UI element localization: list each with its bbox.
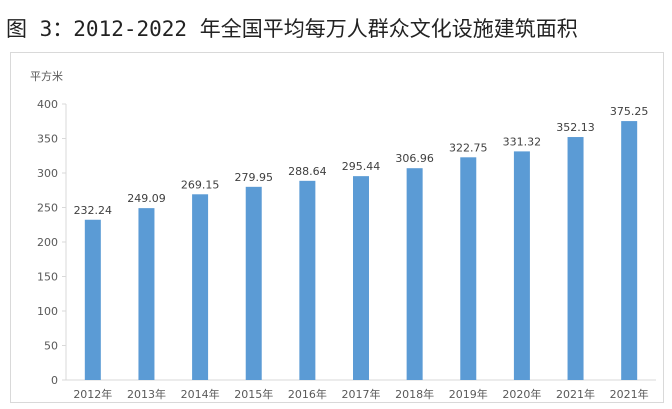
x-tick-label: 2012年 xyxy=(73,387,112,401)
data-label: 269.15 xyxy=(181,178,220,191)
x-tick-label: 2021年 xyxy=(610,387,649,401)
bar xyxy=(245,186,262,380)
bar xyxy=(353,176,369,380)
data-label: 295.44 xyxy=(342,160,381,173)
y-tick-label: 150 xyxy=(37,271,58,284)
x-tick-label: 2015年 xyxy=(234,387,273,401)
x-tick-label: 2017年 xyxy=(342,387,381,401)
y-tick-label: 200 xyxy=(37,236,58,249)
bar xyxy=(406,168,423,380)
y-tick-label: 400 xyxy=(37,98,58,111)
y-tick-label: 50 xyxy=(44,340,58,353)
y-tick-label: 0 xyxy=(51,374,58,387)
chart-title: 图 3：2012-2022 年全国平均每万人群众文化设施建筑面积 xyxy=(6,17,578,41)
y-tick-label: 300 xyxy=(37,167,58,180)
bar xyxy=(621,121,638,380)
data-label: 322.75 xyxy=(449,141,488,154)
x-tick-label: 2018年 xyxy=(395,387,434,401)
y-tick-label: 350 xyxy=(37,133,58,146)
bar xyxy=(192,194,209,380)
bar xyxy=(513,151,530,380)
x-tick-label: 2020年 xyxy=(502,387,541,401)
bar xyxy=(460,157,477,380)
bar xyxy=(138,208,155,380)
y-tick-label: 250 xyxy=(37,202,58,215)
x-tick-label: 2014年 xyxy=(181,387,220,401)
y-tick-label: 100 xyxy=(37,305,58,318)
data-label: 232.24 xyxy=(74,204,113,217)
bar xyxy=(299,180,316,380)
data-label: 249.09 xyxy=(127,192,166,205)
bars xyxy=(84,121,638,380)
x-tick-label: 2021年 xyxy=(556,387,595,401)
data-label: 352.13 xyxy=(556,121,595,134)
bar xyxy=(84,219,101,380)
data-label: 306.96 xyxy=(395,152,434,165)
data-label: 375.25 xyxy=(610,105,649,118)
data-label: 331.32 xyxy=(503,135,542,148)
data-label: 288.64 xyxy=(288,165,327,178)
x-tick-label: 2013年 xyxy=(127,387,166,401)
bar xyxy=(567,137,584,380)
chart-frame xyxy=(10,52,664,403)
data-labels: 232.24 249.09 269.15 279.95 288.64 295.44 306.… xyxy=(74,105,649,217)
data-label: 279.95 xyxy=(234,171,273,184)
y-axis-unit-label: 平方米 xyxy=(30,70,63,83)
x-tick-label: 2016年 xyxy=(288,387,327,401)
y-axis: 0 50 100 150 200 250 300 350 400 xyxy=(37,98,67,387)
x-tick-label: 2019年 xyxy=(449,387,488,401)
x-axis: 2012年 2013年 2014年 2015年 2016年 2017年 2018年 2019年… xyxy=(66,379,656,401)
